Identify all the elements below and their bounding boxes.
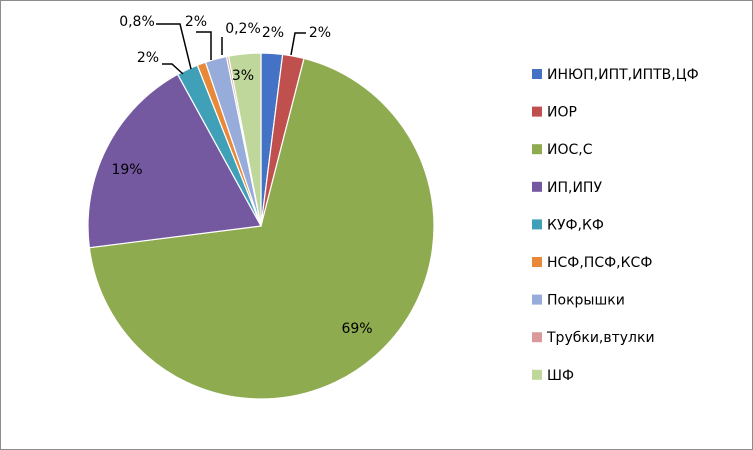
pie-slice-шф xyxy=(227,52,262,227)
legend-swatch-покрышки xyxy=(532,294,542,305)
leader-line-иор xyxy=(290,32,306,56)
legend-swatch-нсф-псф-ксф xyxy=(532,257,542,267)
legend-swatch-иор xyxy=(532,106,542,117)
legend-label-куф-кф: КУФ,КФ xyxy=(547,217,604,233)
leader-line-покрышки xyxy=(196,31,212,60)
data-label-куф-кф: 2% xyxy=(137,50,159,66)
pie-slice-иос-с xyxy=(88,57,435,400)
leader-line-куф-кф xyxy=(162,63,184,75)
data-label-ип-ипу: 19% xyxy=(111,162,142,178)
legend-label-трубки-втулки: Трубки,втулки xyxy=(546,330,655,346)
legend: ИНЮП,ИПТ,ИПТВ,ЦФ ИОР ИОС,С ИП,ИПУ КУФ,КФ НСФ,… xyxy=(532,67,699,384)
leader-line-нсф-псф-ксф xyxy=(156,23,192,70)
legend-label-шф: ШФ xyxy=(547,368,574,384)
legend-label-инюп-ипт-иптв-цф: ИНЮП,ИПТ,ИПТВ,ЦФ xyxy=(547,67,699,83)
data-label-иос-с: 69% xyxy=(341,321,372,337)
data-label-нсф-псф-ксф: 0,8% xyxy=(119,14,155,30)
legend-label-иор: ИОР xyxy=(547,105,577,121)
pie-slice-ип-ипу xyxy=(87,73,262,249)
data-label-трубки-втулки: 0,2% xyxy=(225,21,261,37)
data-label-покрышки: 2% xyxy=(185,14,207,30)
data-labels: 2% 2%69%19%2%0,8% 2% 0,2%3% xyxy=(111,14,372,337)
legend-label-нсф-псф-ксф: НСФ,ПСФ,КСФ xyxy=(547,255,652,271)
pie-slices xyxy=(87,52,435,400)
legend-swatch-куф-кф xyxy=(532,219,542,230)
legend-label-иос-с: ИОС,С xyxy=(547,142,593,158)
legend-swatch-иос-с xyxy=(532,144,542,155)
legend-swatch-трубки-втулки xyxy=(532,332,542,343)
data-label-инюп-ипт-иптв-цф: 2% xyxy=(262,25,284,41)
data-label-шф: 3% xyxy=(232,68,254,84)
legend-swatch-инюп-ипт-иптв-цф xyxy=(532,69,542,79)
leader-lines xyxy=(156,23,306,75)
legend-swatch-ип-ипу xyxy=(532,181,542,192)
legend-swatch-шф xyxy=(532,369,542,380)
data-label-иор: 2% xyxy=(309,25,331,41)
legend-label-покрышки: Покрышки xyxy=(547,293,625,309)
legend-label-ип-ипу: ИП,ИПУ xyxy=(547,180,602,196)
